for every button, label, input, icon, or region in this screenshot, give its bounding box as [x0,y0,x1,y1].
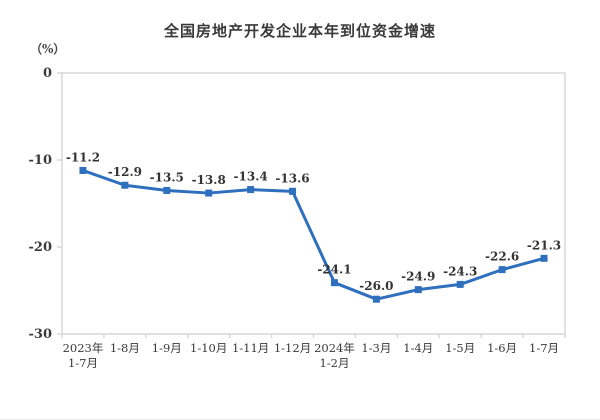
data-point-marker [247,186,255,194]
x-tick-label: 2024年 1-2月 [314,341,355,370]
data-point-marker [330,279,338,287]
plot-border [61,72,566,335]
y-tick-label: -20 [29,240,53,255]
x-tick-label: 1-3月 [361,341,391,355]
data-point-marker [289,187,297,195]
y-axis-unit-label: （%） [30,42,66,56]
data-point-label: -24.9 [401,270,435,284]
y-tick-label: 0 [43,66,52,81]
data-point-marker [414,286,422,294]
y-tick-label: -30 [29,327,53,342]
data-point-label: -13.6 [275,171,309,185]
x-tick-label: 1-11月 [232,341,269,355]
data-point-marker [205,189,213,197]
data-point-label: -13.4 [234,170,268,184]
data-point-label: -13.5 [150,170,184,184]
x-tick-label: 1-7月 [529,341,559,355]
data-point-label: -21.3 [527,238,561,252]
data-point-label: -22.6 [485,250,519,264]
x-tick-label: 1-8月 [110,341,140,355]
data-point-label: -13.8 [192,173,226,187]
data-point-label: -26.0 [359,279,393,293]
data-point-marker [372,295,380,303]
x-tick-label: 1-6月 [487,341,517,355]
data-point-label: -12.9 [108,165,142,179]
x-tick-label: 1-4月 [403,341,433,355]
data-point-marker [163,186,171,194]
x-tick-label: 1-10月 [190,341,227,355]
data-point-marker [498,266,506,274]
y-tick-label: -10 [29,153,53,168]
data-point-marker [121,181,129,189]
data-point-marker [456,280,464,288]
x-tick-label: 2023年 1-7月 [63,341,104,370]
data-point-label: -11.2 [66,150,100,164]
x-tick-label: 1-12月 [274,341,311,355]
chart-title: 全国房地产开发企业本年到位资金增速 [163,22,436,40]
data-point-marker [540,254,548,262]
data-point-label: -24.1 [317,263,351,277]
data-point-label: -24.3 [443,264,477,278]
x-tick-label: 1-9月 [152,341,182,355]
x-tick-label: 1-5月 [445,341,475,355]
data-point-marker [79,166,87,174]
trend-line [82,169,545,301]
